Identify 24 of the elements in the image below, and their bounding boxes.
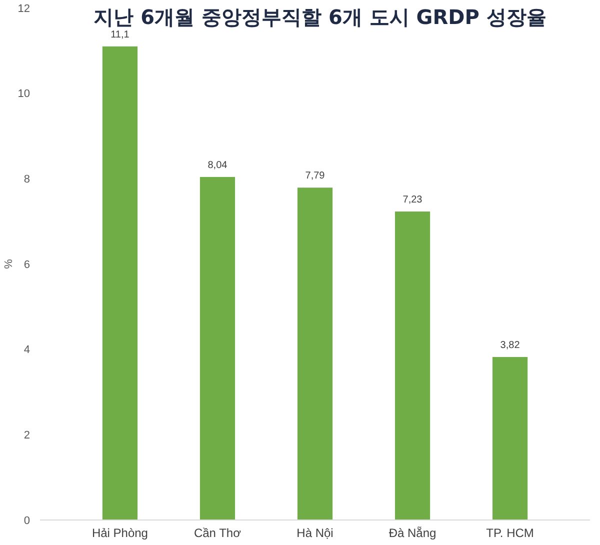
bar: [297, 188, 333, 520]
y-tick-label: 10: [18, 88, 30, 100]
bar: [492, 357, 528, 520]
y-axis-title: %: [3, 258, 15, 269]
y-tick-label: 0: [24, 514, 30, 527]
chart-title: 지난 6개월 중앙정부직할 6개 도시 GRDP 성장율: [94, 5, 546, 29]
x-tick-label: Hà Nội: [296, 526, 334, 540]
x-tick-label: Hải Phòng: [92, 526, 148, 540]
y-tick-label: 4: [24, 344, 30, 356]
y-tick-label: 6: [24, 258, 30, 271]
y-tick-label: 12: [18, 2, 30, 15]
x-tick-label: Đà Nẵng: [388, 526, 436, 540]
y-tick-label: 2: [24, 430, 30, 442]
bar: [394, 212, 430, 520]
data-label: 8,04: [208, 160, 228, 171]
bar: [102, 46, 138, 520]
data-label: 7,79: [305, 170, 326, 182]
y-tick-label: 8: [24, 174, 30, 186]
data-label: 11,1: [110, 29, 130, 40]
data-label: 7,23: [402, 194, 423, 206]
bar: [200, 176, 236, 520]
x-tick-label: Cần Thơ: [194, 526, 242, 540]
data-label: 3,82: [500, 340, 520, 352]
x-tick-label: TP. HCM: [486, 526, 534, 540]
